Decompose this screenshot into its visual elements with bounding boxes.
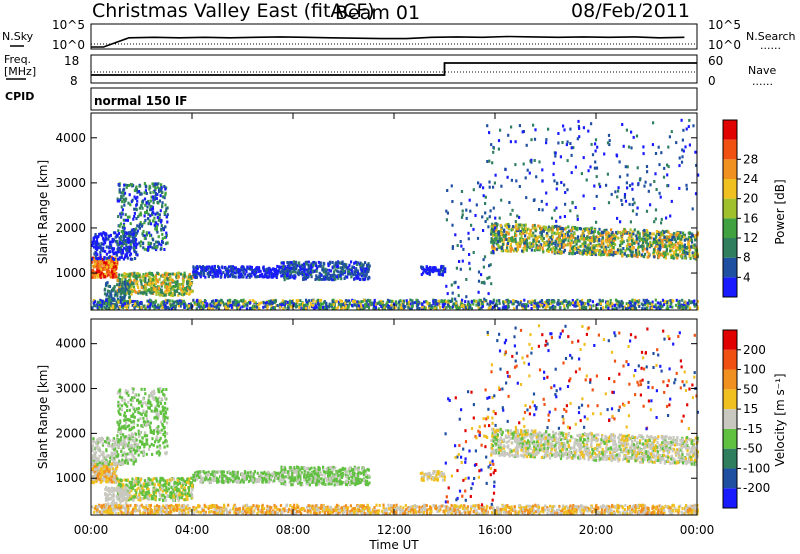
colorbar-tick-label: 12: [743, 231, 758, 245]
velocity-colorbar: 200 100 50 15 -15 -50 -100 -200: [722, 329, 770, 509]
x-tick-label: 20:00: [579, 523, 614, 537]
frequency-strip: [91, 62, 697, 76]
x-axis-label: Time UT: [368, 538, 419, 552]
nave-tick-high: 60: [708, 54, 723, 68]
x-tick-label: 00:00: [680, 523, 715, 537]
colorbar-swatch: [723, 369, 737, 390]
nsearch-tick-low: 10^0: [708, 38, 741, 52]
cpid-strip-frame: [90, 87, 698, 111]
colorbar-tick-label: 24: [743, 172, 758, 186]
freq-tick-low: 8: [70, 74, 78, 88]
nsearch-tick-high: 10^5: [708, 18, 741, 32]
date-label: 08/Feb/2011: [571, 0, 690, 22]
beam-label: Beam 01: [335, 2, 420, 24]
colorbar-swatch: [723, 139, 737, 160]
colorbar-swatch: [723, 218, 737, 238]
power-panel: [91, 118, 700, 311]
velocity-panel: [91, 324, 700, 516]
freq-tick-high: 18: [64, 54, 79, 68]
nsky-tick-high: 10^5: [52, 18, 85, 32]
x-tick-label: 00:00: [74, 523, 109, 537]
colorbar-swatch: [723, 159, 737, 179]
x-tick-label: 08:00: [276, 523, 311, 537]
colorbar-tick-label: 8: [743, 251, 751, 265]
colorbar-tick-label: 28: [743, 152, 758, 166]
y-tick-label: 1000: [55, 266, 86, 280]
y-tick-label: 1000: [55, 471, 86, 485]
axis-ticks: 00:00 04:00 08:00 12:00 16:00 20:00 00:00 1000 2…: [55, 113, 714, 537]
colorbar-tick-label: -200: [743, 481, 770, 495]
nave-label: Nave: [748, 64, 776, 77]
colorbar-swatch: [723, 330, 737, 350]
nsearch-dots: ......: [760, 39, 781, 52]
nave-dots: ......: [752, 75, 773, 88]
x-tick-label: 04:00: [175, 523, 210, 537]
colorbar-swatch: [723, 257, 737, 278]
y-tick-label: 4000: [55, 337, 86, 351]
nsky-label: N.Sky: [2, 30, 34, 43]
colorbar-tick-label: 15: [743, 402, 758, 416]
x-tick-label: 16:00: [478, 523, 513, 537]
y-tick-label: 3000: [55, 176, 86, 190]
colorbar-tick-label: 100: [743, 363, 766, 377]
colorbar-swatch: [723, 448, 737, 469]
colorbar-tick-label: -15: [743, 422, 763, 436]
colorbar-swatch: [723, 198, 737, 219]
nsky-tick-low: 10^0: [52, 38, 85, 52]
colorbar-swatch: [723, 468, 737, 489]
colorbar-tick-label: -100: [743, 461, 770, 475]
colorbar-tick-label: -50: [743, 442, 763, 456]
colorbar-tick-label: 20: [743, 192, 758, 206]
colorbar-tick-label: 200: [743, 343, 766, 357]
freq-strip-frame: [90, 54, 698, 84]
nsearch-label: N.Search: [746, 30, 796, 43]
colorbar-swatch: [723, 277, 737, 297]
cpid-label: CPID: [5, 90, 34, 103]
y-tick-label: 4000: [55, 131, 86, 145]
cpid-text: normal 150 IF: [94, 94, 188, 108]
colorbar-swatch: [723, 120, 737, 140]
noise-strip-frame: [90, 23, 698, 50]
freq-label-1: Freq.: [4, 53, 31, 66]
colorbar-swatch: [723, 389, 737, 410]
velocity-colorbar-label: Velocity [m s⁻¹]: [773, 373, 787, 466]
x-tick-label: 12:00: [377, 523, 412, 537]
y-tick-label: 3000: [55, 382, 86, 396]
colorbar-swatch: [723, 349, 737, 370]
velocity-ylabel: Slant Range [km]: [36, 365, 50, 469]
y-tick-label: 2000: [55, 426, 86, 440]
freq-label-2: [MHz]: [4, 65, 36, 78]
power-ylabel: Slant Range [km]: [36, 160, 50, 264]
colorbar-tick-label: 4: [743, 270, 751, 284]
colorbar-swatch: [723, 428, 737, 449]
colorbar-swatch: [723, 238, 737, 258]
colorbar-tick-label: 16: [743, 211, 758, 225]
nsky-series: [91, 35, 685, 48]
nave-tick-low: 0: [708, 74, 716, 88]
colorbar-swatch: [723, 179, 737, 199]
power-colorbar: 4 8 12 16 20 24 28: [722, 119, 758, 298]
colorbar-tick-label: 50: [743, 382, 758, 396]
colorbar-swatch: [723, 488, 737, 508]
noise-strip: [91, 35, 697, 48]
y-tick-label: 2000: [55, 221, 86, 235]
colorbar-swatch: [723, 409, 737, 429]
power-colorbar-label: Power [dB]: [773, 179, 787, 244]
station-title: Christmas Valley East (fitACF): [92, 0, 375, 22]
frequency-series: [91, 62, 697, 76]
